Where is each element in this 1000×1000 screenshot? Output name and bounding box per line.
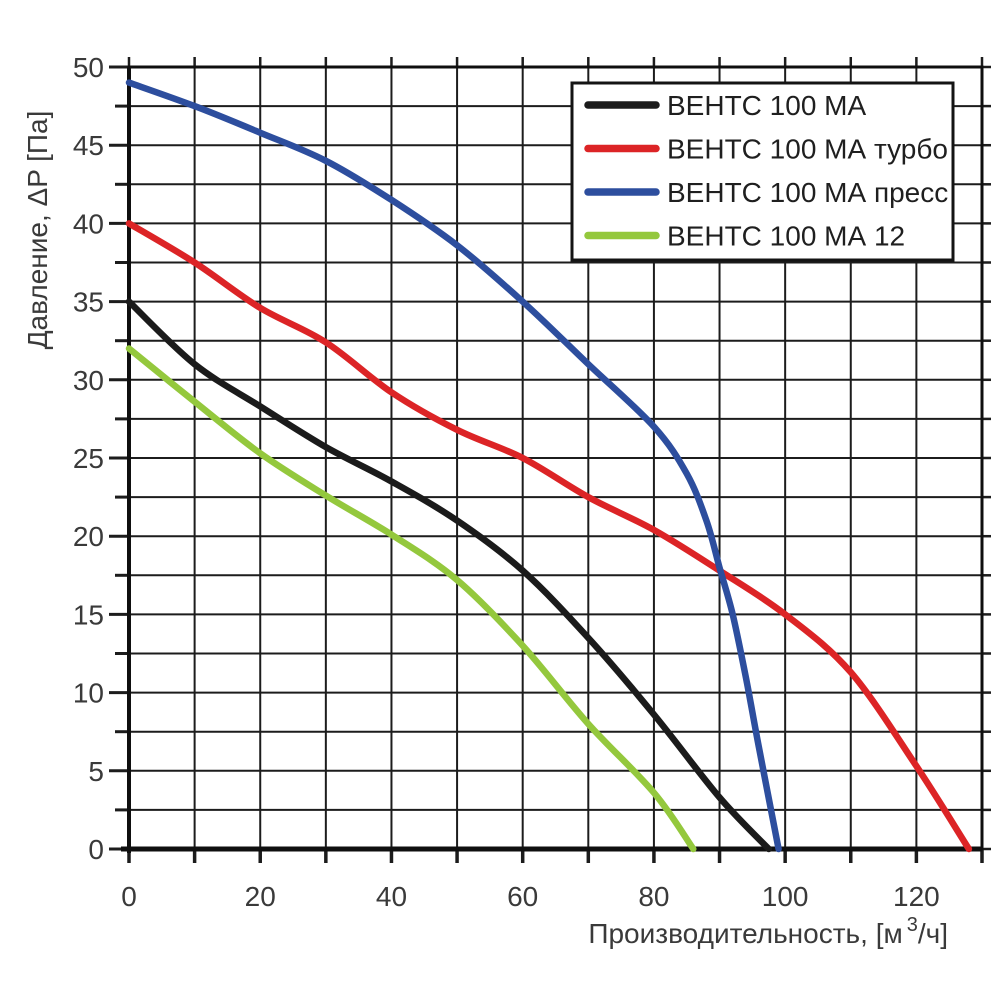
legend-box [570, 81, 955, 262]
series-curve-2 [125, 79, 782, 853]
x-tick-label: 100 [762, 881, 809, 912]
y-tick-label: 50 [73, 52, 104, 83]
y-tick-label: 0 [88, 834, 104, 865]
y-tick-label: 10 [73, 678, 104, 709]
legend-item-0: ВЕНТС 100 МА [584, 90, 866, 121]
y-tick-label: 20 [73, 521, 104, 552]
series-curve-1 [125, 220, 973, 853]
legend-label: ВЕНТС 100 МА пресс [667, 177, 948, 208]
y-tick-label: 25 [73, 443, 104, 474]
x-axis-title: Производительность, [м 3/ч] [588, 914, 948, 949]
legend-label: ВЕНТС 100 МА турбо [667, 134, 948, 165]
x-tick-label: 120 [893, 881, 940, 912]
x-tick-label: 80 [638, 881, 669, 912]
series-curves [125, 79, 973, 853]
legend-item-1: ВЕНТС 100 МА турбо [584, 134, 948, 165]
y-tick-label: 30 [73, 365, 104, 396]
series-curve-0 [125, 298, 773, 853]
x-tick-label: 60 [507, 881, 538, 912]
x-tick-label: 0 [121, 881, 137, 912]
x-tick-label: 20 [245, 881, 276, 912]
y-tick-label: 40 [73, 208, 104, 239]
legend-item-3: ВЕНТС 100 МА 12 [584, 221, 905, 252]
x-tick-labels: 0 20 40 60 80 100 120 [121, 881, 940, 912]
y-axis-title: Давление, ΔP [Па] [22, 111, 53, 350]
y-tick-labels: 0 5 10 15 20 25 30 35 40 45 50 [73, 52, 104, 865]
legend-label: ВЕНТС 100 МА 12 [667, 221, 905, 252]
legend-label: ВЕНТС 100 МА [667, 90, 866, 121]
y-tick-label: 35 [73, 287, 104, 318]
legend: ВЕНТС 100 МА ВЕНТС 100 МА турбо ВЕНТС 100 … [570, 81, 955, 262]
y-tick-label: 45 [73, 130, 104, 161]
x-tick-label: 40 [376, 881, 407, 912]
legend-item-2: ВЕНТС 100 МА пресс [584, 177, 948, 208]
y-tick-label: 15 [73, 599, 104, 630]
y-tick-label: 5 [88, 756, 104, 787]
series-curve-3 [125, 345, 697, 853]
svg-text:Производительность, [м3/ч]: Производительность, [м 3/ч] [588, 914, 948, 949]
